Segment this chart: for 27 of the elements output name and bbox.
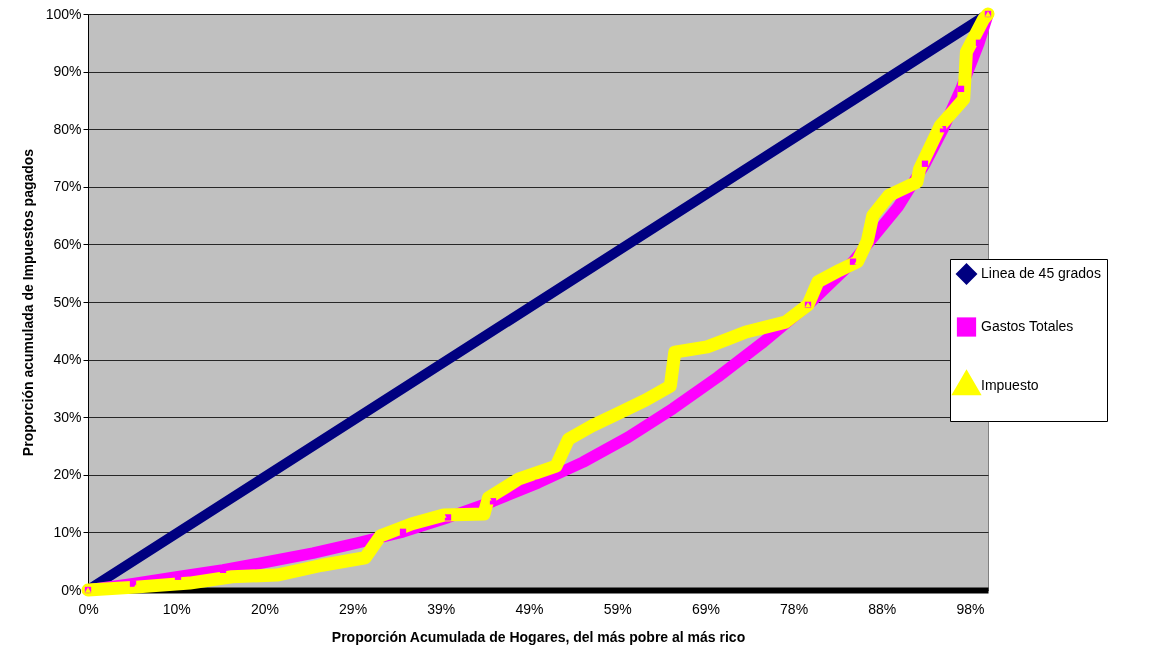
x-tick-label: 69% bbox=[691, 600, 720, 617]
legend-label: Impuesto bbox=[981, 376, 1039, 393]
y-axis-title: Proporción acumulada de Impuestos pagados bbox=[19, 148, 36, 457]
y-tick-label: 30% bbox=[53, 408, 82, 425]
x-tick-label: 88% bbox=[868, 600, 897, 617]
x-axis-title: Proporción Acumulada de Hogares, del más pobre al más rico bbox=[331, 628, 746, 645]
y-tick-label: 90% bbox=[53, 63, 82, 80]
legend-label: Linea de 45 grados bbox=[981, 265, 1101, 281]
x-tick-label: 0% bbox=[78, 600, 99, 617]
y-tick-label: 100% bbox=[45, 5, 82, 22]
y-tick-label: 10% bbox=[53, 523, 82, 540]
y-tick-label: 70% bbox=[53, 178, 82, 195]
x-tick-label: 29% bbox=[339, 600, 368, 617]
y-tick-label: 80% bbox=[53, 120, 82, 137]
x-tick-label: 39% bbox=[427, 600, 456, 617]
y-tick-label: 0% bbox=[61, 581, 82, 598]
y-tick-label: 40% bbox=[53, 351, 82, 368]
x-tick-label: 78% bbox=[780, 600, 809, 617]
x-tick-label: 20% bbox=[250, 600, 279, 617]
x-tick-label: 49% bbox=[515, 600, 544, 617]
x-tick-label: 59% bbox=[603, 600, 632, 617]
x-tick-label: 98% bbox=[956, 600, 985, 617]
y-tick-label: 20% bbox=[53, 466, 82, 483]
y-tick-label: 60% bbox=[53, 235, 82, 252]
y-tick-label: 50% bbox=[53, 293, 82, 310]
x-tick-label: 10% bbox=[162, 600, 191, 617]
legend-label: Gastos Totales bbox=[981, 318, 1074, 334]
